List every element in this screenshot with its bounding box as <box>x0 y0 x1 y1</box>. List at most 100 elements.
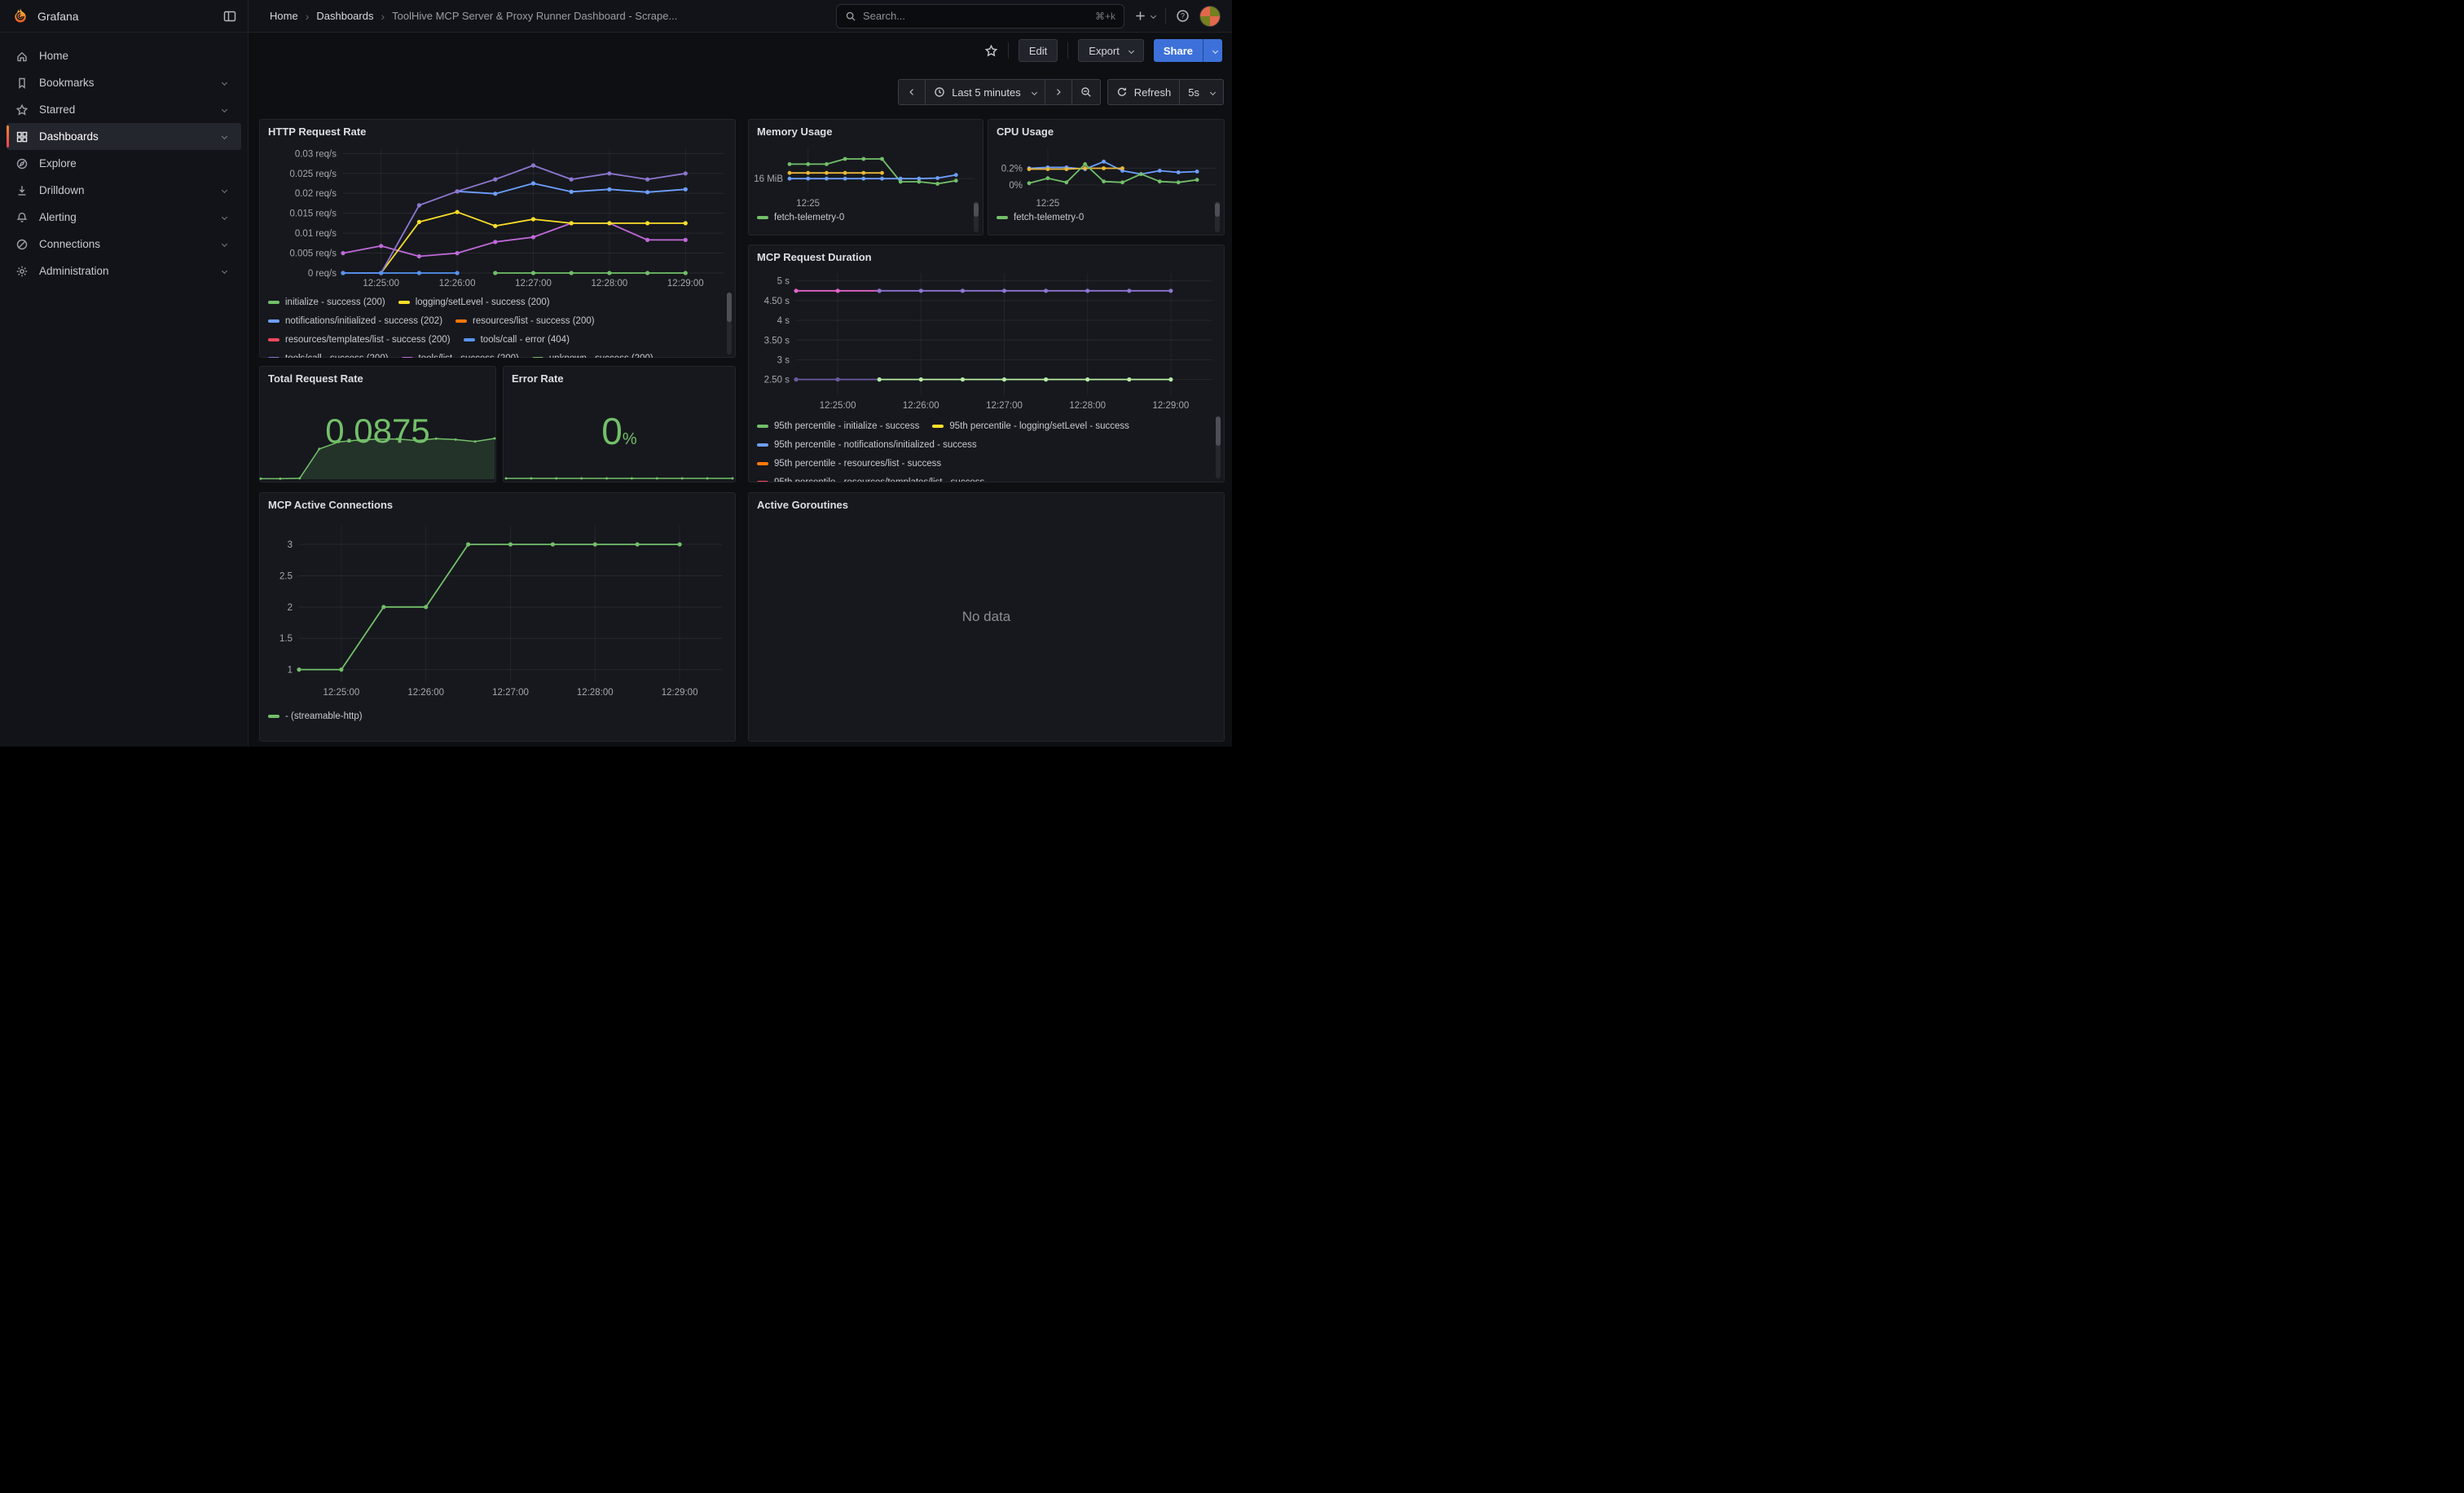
panel-error-rate: Error Rate 0% <box>503 366 736 482</box>
scrollbar-thumb[interactable] <box>1215 203 1220 217</box>
favorite-button[interactable] <box>984 44 998 58</box>
sidebar-item-dashboards[interactable]: Dashboards <box>7 123 241 150</box>
legend-item[interactable]: logging/setLevel - success (200) <box>398 297 550 307</box>
edit-button[interactable]: Edit <box>1019 39 1058 62</box>
panel-title[interactable]: Memory Usage <box>757 126 832 138</box>
sidebar-item-alerting[interactable]: Alerting <box>7 204 241 231</box>
svg-text:0.015 req/s: 0.015 req/s <box>289 209 337 219</box>
topbar-brand-section: Grafana <box>0 0 249 32</box>
svg-text:12:27:00: 12:27:00 <box>492 688 529 698</box>
cpu-usage-chart[interactable]: 12:250.2%0% <box>990 141 1221 206</box>
legend-item[interactable]: tools/call - success (200) <box>268 354 389 359</box>
gear-icon <box>15 265 29 278</box>
export-button[interactable]: Export <box>1078 39 1144 62</box>
panel-active-goroutines: Active Goroutines No data <box>748 492 1225 742</box>
svg-text:2.5: 2.5 <box>279 571 293 581</box>
error-rate-sparkline <box>504 466 734 481</box>
svg-text:12:25: 12:25 <box>1036 199 1060 209</box>
legend-item[interactable]: notifications/initialized - success (202… <box>268 316 442 326</box>
svg-text:12:25:00: 12:25:00 <box>363 279 399 288</box>
help-icon: ? <box>1176 9 1190 23</box>
chevron-down-icon <box>1210 89 1216 95</box>
user-avatar[interactable] <box>1199 6 1221 27</box>
memory-usage-chart[interactable]: 12:2516 MiB <box>750 141 979 206</box>
http-request-rate-chart[interactable]: 12:25:0012:26:0012:27:0012:28:0012:29:00… <box>266 139 730 293</box>
legend-scrollbar <box>1215 201 1220 232</box>
share-menu-button[interactable] <box>1203 39 1222 62</box>
breadcrumb-home[interactable]: Home <box>270 10 298 22</box>
scrollbar-thumb[interactable] <box>974 203 979 217</box>
grafana-logo-icon[interactable] <box>11 7 29 25</box>
svg-text:4 s: 4 s <box>777 316 790 326</box>
panel-title[interactable]: Active Goroutines <box>757 499 848 511</box>
series-color-chip <box>757 443 768 447</box>
legend-item[interactable]: tools/call - error (404) <box>464 335 570 345</box>
sidebar-item-bookmarks[interactable]: Bookmarks <box>7 69 241 96</box>
mcp-active-connections-chart[interactable]: 12:25:0012:26:0012:27:0012:28:0012:29:00… <box>266 516 730 703</box>
search-input[interactable]: Search... ⌘+k <box>836 4 1124 29</box>
no-data-message: No data <box>749 609 1224 625</box>
legend-scrollbar <box>727 293 732 355</box>
legend-item[interactable]: 95th percentile - resources/list - succe… <box>757 459 941 469</box>
time-range-picker[interactable]: Last 5 minutes <box>925 80 1045 104</box>
refresh-icon <box>1116 86 1128 98</box>
legend-item[interactable]: initialize - success (200) <box>268 297 385 307</box>
topbar-actions: Search... ⌘+k ? <box>836 4 1232 29</box>
panel-title[interactable]: CPU Usage <box>997 126 1054 138</box>
zoom-out-button[interactable] <box>1071 80 1100 104</box>
legend-scrollbar <box>974 201 979 232</box>
share-button[interactable]: Share <box>1154 39 1222 62</box>
dashboards-grid-icon <box>15 130 29 143</box>
star-icon <box>984 44 998 58</box>
panel-title[interactable]: Error Rate <box>512 372 564 385</box>
scrollbar-thumb[interactable] <box>1216 416 1221 446</box>
svg-text:12:28:00: 12:28:00 <box>577 688 614 698</box>
refresh-interval-picker[interactable]: 5s <box>1179 80 1223 104</box>
svg-text:1: 1 <box>288 666 293 676</box>
svg-text:12:29:00: 12:29:00 <box>662 688 698 698</box>
legend-item[interactable]: resources/list - success (200) <box>455 316 595 326</box>
mcp-request-duration-chart[interactable]: 12:25:0012:26:0012:27:0012:28:0012:29:00… <box>755 265 1219 415</box>
sidebar-item-explore[interactable]: Explore <box>7 150 241 177</box>
new-button[interactable] <box>1134 10 1155 22</box>
bell-icon <box>15 211 29 224</box>
panel-title[interactable]: MCP Request Duration <box>757 251 872 263</box>
zoom-out-icon <box>1080 86 1092 98</box>
legend-item[interactable]: 95th percentile - initialize - success <box>757 421 919 431</box>
legend-item[interactable]: fetch-telemetry-0 <box>997 213 1084 222</box>
legend-item[interactable]: 95th percentile - notifications/initiali… <box>757 440 977 450</box>
legend-item[interactable]: - (streamable-http) <box>268 711 363 721</box>
series-color-chip <box>757 462 768 465</box>
time-back-button[interactable] <box>899 80 925 104</box>
sidebar-item-home[interactable]: Home <box>7 42 241 69</box>
legend-item[interactable]: 95th percentile - resources/templates/li… <box>757 478 984 482</box>
drilldown-icon <box>15 184 29 197</box>
svg-text:12:27:00: 12:27:00 <box>986 401 1023 411</box>
sidebar-item-administration[interactable]: Administration <box>7 258 241 284</box>
svg-text:0.01 req/s: 0.01 req/s <box>295 229 337 239</box>
time-forward-button[interactable] <box>1045 80 1071 104</box>
svg-text:0.025 req/s: 0.025 req/s <box>289 170 337 179</box>
panel-title[interactable]: HTTP Request Rate <box>268 126 366 138</box>
panel-title[interactable]: MCP Active Connections <box>268 499 393 511</box>
breadcrumb-dashboards[interactable]: Dashboards <box>316 10 373 22</box>
sidebar-item-connections[interactable]: Connections <box>7 231 241 258</box>
refresh-button[interactable]: Refresh <box>1108 80 1180 104</box>
svg-text:12:26:00: 12:26:00 <box>903 401 939 411</box>
legend-item[interactable]: unknown - success (200) <box>532 354 653 359</box>
bookmark-icon <box>15 77 29 90</box>
svg-text:3: 3 <box>288 540 293 550</box>
panel-title[interactable]: Total Request Rate <box>268 372 363 385</box>
svg-text:0.005 req/s: 0.005 req/s <box>289 249 337 259</box>
divider <box>1008 42 1009 59</box>
sidebar-item-starred[interactable]: Starred <box>7 96 241 123</box>
sidebar-item-drilldown[interactable]: Drilldown <box>7 177 241 204</box>
sidebar-toggle-icon[interactable] <box>223 10 236 23</box>
legend-item[interactable]: resources/templates/list - success (200) <box>268 335 451 345</box>
legend-item[interactable]: fetch-telemetry-0 <box>757 213 844 222</box>
series-color-chip <box>757 481 768 482</box>
legend-item[interactable]: 95th percentile - logging/setLevel - suc… <box>932 421 1129 431</box>
legend-item[interactable]: tools/list - success (200) <box>402 354 519 359</box>
help-button[interactable]: ? <box>1176 9 1190 23</box>
scrollbar-thumb[interactable] <box>727 293 732 322</box>
